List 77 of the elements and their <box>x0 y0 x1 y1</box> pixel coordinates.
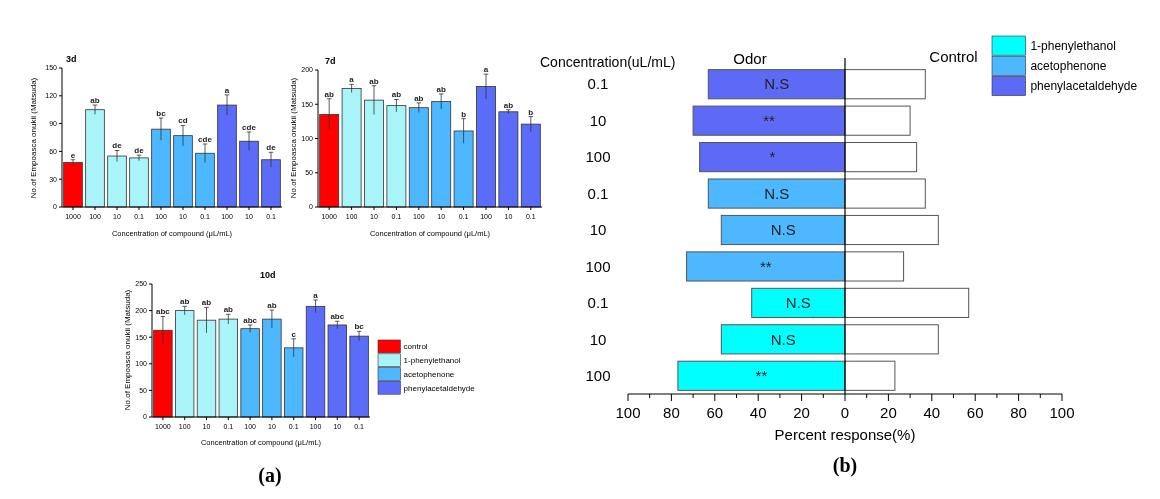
data-label: bc <box>156 109 167 119</box>
data-label: b <box>461 109 467 119</box>
data-label: c <box>291 329 297 339</box>
series-label: Control <box>929 48 978 65</box>
x-tick-label: 80 <box>663 404 680 421</box>
data-label: a <box>224 85 230 95</box>
data-label: ab <box>414 93 424 103</box>
legend-label: 1-phenylethanol <box>403 356 461 365</box>
data-label: ** <box>755 367 768 385</box>
y-tick-label: 0.1 <box>587 75 609 93</box>
x-tick-label: 20 <box>880 404 897 421</box>
y-axis-title: Concentration(uL/mL) <box>540 54 676 70</box>
legend-label: phenylacetaldehyde <box>403 383 476 393</box>
legend-label: phenylacetaldehyde <box>1030 79 1138 94</box>
data-label: de <box>266 143 277 153</box>
x-tick-label: 100 <box>1049 404 1075 421</box>
data-label: de <box>112 141 123 151</box>
data-label: ab <box>180 297 190 307</box>
y-axis-title: No.of Empoasca onukii (Matsuda) <box>289 77 298 199</box>
data-label: N.S <box>764 184 790 202</box>
data-label: N.S <box>764 75 790 93</box>
x-axis-title: Percent response(%) <box>774 426 916 443</box>
data-label: ab <box>436 84 446 94</box>
data-label: abc <box>330 312 345 322</box>
data-label: abc <box>243 315 258 325</box>
y-tick-label: 100 <box>585 148 611 166</box>
data-label: ab <box>503 100 514 110</box>
data-label: N.S <box>785 294 811 312</box>
annotation: Odor <box>733 50 767 67</box>
x-tick-label: 0 <box>840 404 850 421</box>
data-label: ** <box>759 257 772 275</box>
chart-title: 7d <box>325 56 336 66</box>
text: (b) <box>832 454 858 477</box>
data-label: a <box>313 290 319 300</box>
legend-label: acetophenone <box>1030 59 1107 73</box>
y-tick-label: 0.1 <box>587 294 609 312</box>
legend-label: 1-phenylethanol <box>1030 38 1116 53</box>
data-label: N.S <box>770 330 796 348</box>
chart-title: 3d <box>66 54 77 64</box>
x-tick-label: 80 <box>1010 404 1027 421</box>
text: (a) <box>258 464 282 487</box>
data-label: ab <box>201 298 212 308</box>
data-label: bc <box>354 322 365 332</box>
y-tick-label: 10 <box>589 330 607 348</box>
data-label: cd <box>178 116 188 126</box>
data-label: * <box>769 148 776 166</box>
y-tick-label: 100 <box>585 257 611 275</box>
chart-title: 10d <box>260 270 276 280</box>
data-label: ab <box>324 89 334 99</box>
data-label: N.S <box>770 221 796 239</box>
y-tick-label: 100 <box>585 367 611 385</box>
data-label: a <box>483 65 489 75</box>
data-label: ab <box>391 90 402 100</box>
data-label: ab <box>90 96 100 106</box>
x-tick-label: 60 <box>706 404 724 421</box>
y-tick-label: 10 <box>589 111 607 129</box>
legend-label: acetophenone <box>403 369 455 379</box>
data-label: a <box>349 75 355 85</box>
data-label: ** <box>763 111 776 129</box>
legend-label: control <box>403 342 428 352</box>
data-label: ab <box>223 305 234 315</box>
data-label: ab <box>267 301 277 311</box>
data-label: b <box>528 107 534 117</box>
x-tick-label: 20 <box>793 404 810 421</box>
data-label: ab <box>369 76 379 86</box>
y-axis-title: No.of Empoasca onukii (Matsuda) <box>29 77 38 199</box>
data-label: e <box>70 150 76 160</box>
x-tick-label: 100 <box>615 404 641 421</box>
y-tick-label: 0.1 <box>587 184 609 202</box>
x-tick-label: 60 <box>966 404 984 421</box>
data-label: abc <box>156 307 171 317</box>
data-label: de <box>134 146 145 156</box>
y-axis-title: No.of Empoasca onukii (Matsuda) <box>123 289 132 411</box>
x-tick-label: 40 <box>749 404 767 421</box>
x-tick-label: 40 <box>923 404 941 421</box>
data-label: cde <box>198 134 213 144</box>
data-label: cde <box>242 122 257 132</box>
